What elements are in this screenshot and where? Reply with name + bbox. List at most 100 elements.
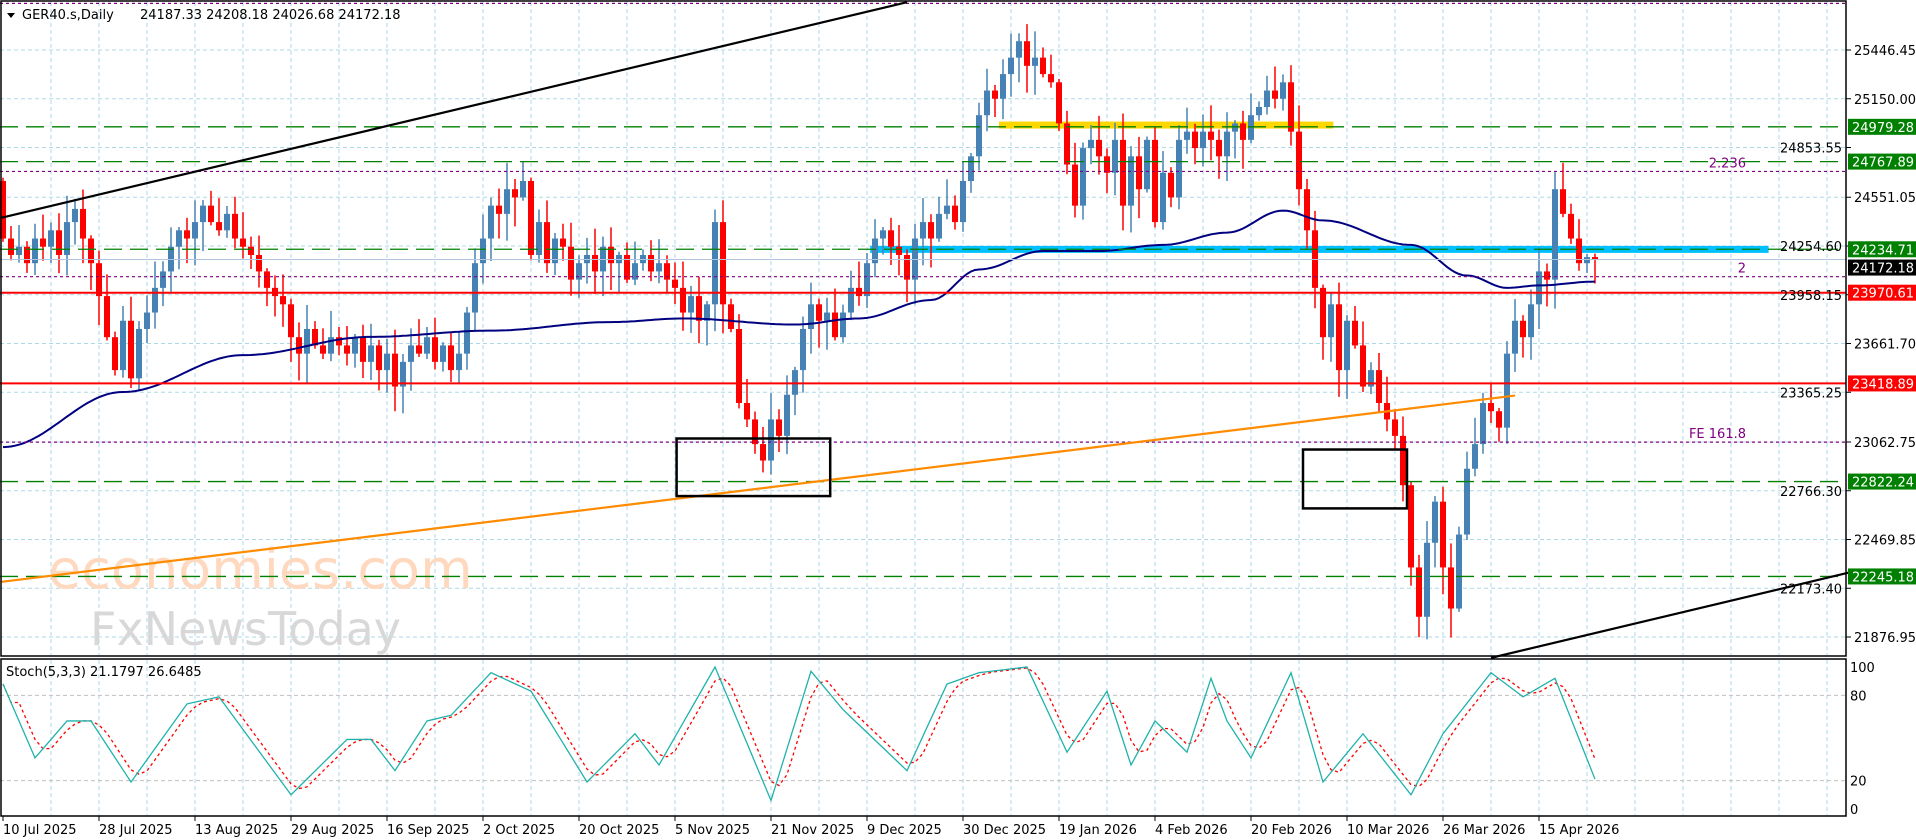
candle <box>704 301 710 346</box>
candle-body <box>360 337 366 362</box>
march-low-box <box>1301 448 1409 510</box>
candle-body <box>864 263 870 297</box>
candle <box>1264 75 1270 115</box>
candle-body <box>32 238 38 264</box>
candle-body <box>800 328 806 371</box>
candle <box>1048 54 1054 88</box>
date-tick-label: 26 Mar 2026 <box>1443 823 1525 838</box>
price-level-badge <box>1848 568 1916 585</box>
date-tick-label: 10 Jul 2025 <box>3 823 77 838</box>
date-tick-label: 15 Apr 2026 <box>1539 823 1619 838</box>
date-tick-label: 28 Jul 2025 <box>99 823 173 838</box>
candle-body <box>1168 172 1174 198</box>
candle-body <box>1464 468 1470 535</box>
candle-body <box>1296 131 1302 190</box>
candle <box>96 250 102 326</box>
candle-body <box>664 263 670 280</box>
candle-body <box>1584 257 1590 264</box>
stoch-panel-border <box>0 658 1847 817</box>
price-level-badge <box>1848 118 1916 135</box>
candle-body <box>712 222 718 305</box>
candle <box>336 327 342 356</box>
candle <box>1168 167 1174 208</box>
triangle-down-icon[interactable] <box>7 13 15 18</box>
lower-channel-trendline <box>1490 570 1852 659</box>
candle <box>368 323 374 381</box>
candle <box>1504 341 1510 444</box>
candle-body <box>896 246 902 255</box>
candle <box>1200 114 1206 167</box>
candle-body <box>128 320 134 379</box>
candle-body <box>1576 238 1582 264</box>
candle-body <box>696 296 702 321</box>
candle-body <box>1416 567 1422 617</box>
candle <box>1288 65 1294 146</box>
candle <box>72 198 78 245</box>
candle <box>344 326 350 366</box>
candle <box>1392 409 1398 450</box>
candle <box>856 261 862 306</box>
candle <box>808 282 814 354</box>
candle-body <box>1496 411 1502 428</box>
candle-body <box>1216 139 1222 157</box>
candle <box>1080 142 1086 220</box>
candle <box>1104 148 1110 194</box>
candle-body <box>1480 402 1486 445</box>
candle-body <box>952 205 958 223</box>
date-tick-label: 10 Mar 2026 <box>1347 823 1429 838</box>
candle-body <box>256 254 262 272</box>
candle-body <box>1144 139 1150 190</box>
candle <box>120 305 126 378</box>
candle <box>544 200 550 273</box>
candle-body <box>320 345 326 354</box>
candle-body <box>448 345 454 371</box>
candle-body <box>1048 74 1054 83</box>
candle-body <box>424 337 430 354</box>
candle-body <box>1472 444 1478 469</box>
candle-body <box>648 254 654 272</box>
candle-body <box>328 337 334 354</box>
candle <box>1368 362 1374 395</box>
price-tick-label: 23661.70 <box>1854 338 1916 353</box>
candle <box>1136 136 1142 219</box>
candle-body <box>488 205 494 239</box>
moving-average-line <box>2 209 1596 449</box>
chart-overlays-back <box>870 121 1769 253</box>
candle <box>1152 127 1158 228</box>
candle-body <box>456 353 462 371</box>
candle <box>552 232 558 276</box>
price-level-badge <box>1848 153 1916 170</box>
candle-body <box>1544 271 1550 280</box>
candle <box>448 332 454 382</box>
candle <box>776 409 782 452</box>
candle-body <box>1000 74 1006 99</box>
candle <box>360 324 366 378</box>
candle <box>760 426 766 473</box>
price-tick-label: 23062.75 <box>1854 436 1916 451</box>
candle-body <box>1456 534 1462 609</box>
candle <box>232 196 238 249</box>
candle <box>560 223 566 261</box>
candle <box>1192 123 1198 165</box>
candle <box>968 153 974 193</box>
candle-body <box>744 402 750 420</box>
candle <box>384 338 390 393</box>
candle-body <box>120 320 126 371</box>
price-tick-label: 25446.45 <box>1854 44 1916 59</box>
candle-body <box>16 246 22 255</box>
candle-body <box>560 238 566 247</box>
candle-body <box>552 238 558 264</box>
candle <box>1320 284 1326 360</box>
candle-body <box>680 287 686 313</box>
candle-body <box>704 304 710 321</box>
candle-body <box>232 213 238 239</box>
price-level-badge-label: 24979.28 <box>1852 121 1914 136</box>
candle-body <box>392 353 398 387</box>
current-price-badge <box>1848 259 1916 276</box>
candle-body <box>184 230 190 239</box>
candle-body <box>1440 501 1446 568</box>
candle-body <box>792 370 798 395</box>
candle <box>1336 282 1342 397</box>
candle-body <box>504 189 510 214</box>
